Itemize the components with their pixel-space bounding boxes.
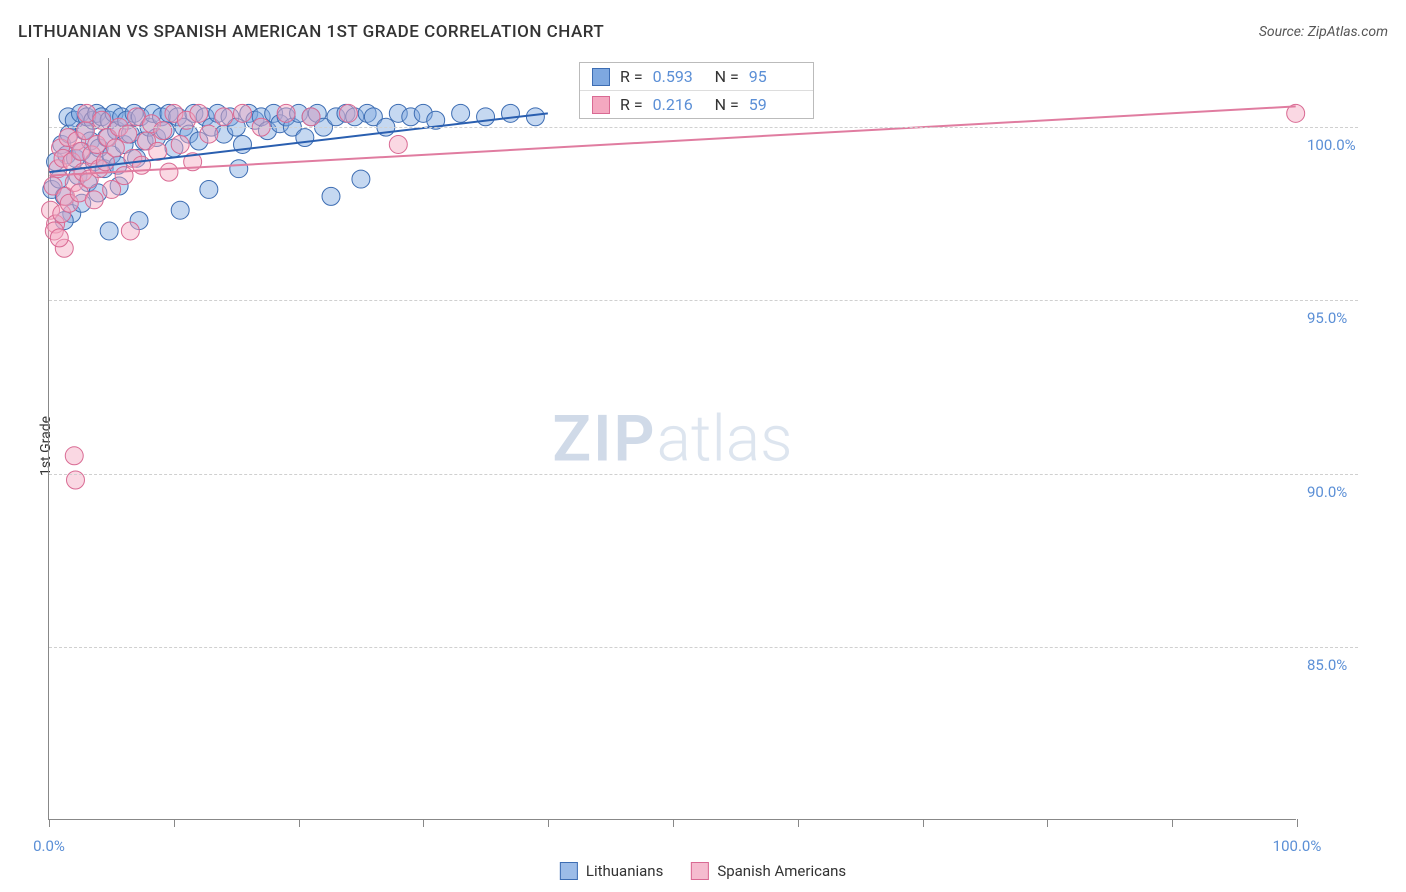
scatter-point [154, 122, 172, 140]
grid-line [49, 474, 1358, 475]
legend-swatch [560, 862, 578, 880]
scatter-point [302, 108, 320, 126]
scatter-point [477, 108, 495, 126]
stat-n-label: N = [715, 67, 739, 86]
plot-area: ZIPatlas R =0.593N =95R =0.216N =59 85.0… [48, 58, 1296, 820]
scatter-point [234, 104, 252, 122]
stats-row: R = 0.216 N = 59 [580, 91, 813, 118]
scatter-point [190, 104, 208, 122]
xtick [673, 819, 674, 827]
scatter-point [50, 229, 68, 247]
xtick [923, 819, 924, 827]
xtick [1047, 819, 1048, 827]
legend-swatch [592, 96, 610, 114]
stats-legend: R = 0.593 N = 95 R = 0.216 N = 59 [579, 62, 814, 119]
scatter-point [526, 108, 544, 126]
scatter-point [200, 180, 218, 198]
legend-swatch [691, 862, 709, 880]
stat-r-value: 0.216 [653, 95, 705, 114]
scatter-point [452, 104, 470, 122]
scatter-point [352, 170, 370, 188]
xtick [49, 819, 50, 827]
scatter-point [322, 187, 340, 205]
scatter-point [230, 160, 248, 178]
scatter-point [85, 191, 103, 209]
stat-n-value: 95 [749, 67, 801, 86]
scatter-point [171, 135, 189, 153]
xtick-label: 0.0% [33, 837, 65, 855]
grid-line [49, 127, 1358, 128]
bottom-legend: Lithuanians Spanish Americans [560, 862, 846, 880]
legend-item: Spanish Americans [691, 862, 846, 880]
scatter-point [121, 222, 139, 240]
legend-label: Lithuanians [586, 862, 663, 880]
xtick [1297, 819, 1298, 827]
grid-line [49, 300, 1358, 301]
xtick-label: 100.0% [1273, 837, 1322, 855]
legend-label: Spanish Americans [717, 862, 846, 880]
source-label: Source: ZipAtlas.com [1259, 24, 1388, 40]
stat-r-label: R = [620, 95, 643, 114]
scatter-point [106, 139, 124, 157]
chart-svg [49, 58, 1296, 819]
xtick [423, 819, 424, 827]
xtick [174, 819, 175, 827]
scatter-point [65, 447, 83, 465]
scatter-point [160, 163, 178, 181]
scatter-point [389, 135, 407, 153]
scatter-point [339, 104, 357, 122]
scatter-point [501, 104, 519, 122]
scatter-point [296, 129, 314, 147]
xtick [798, 819, 799, 827]
scatter-point [215, 108, 233, 126]
scatter-point [115, 167, 133, 185]
scatter-point [103, 180, 121, 198]
scatter-point [277, 104, 295, 122]
stat-r-label: R = [620, 67, 643, 86]
stat-n-value: 59 [749, 95, 801, 114]
xtick [548, 819, 549, 827]
chart-title: LITHUANIAN VS SPANISH AMERICAN 1ST GRADE… [18, 22, 604, 42]
stat-n-label: N = [715, 95, 739, 114]
grid-line [49, 647, 1358, 648]
xtick [1172, 819, 1173, 827]
legend-swatch [592, 68, 610, 86]
stat-r-value: 0.593 [653, 67, 705, 86]
legend-item: Lithuanians [560, 862, 663, 880]
scatter-point [171, 201, 189, 219]
scatter-point [100, 222, 118, 240]
stats-row: R = 0.593 N = 95 [580, 63, 813, 91]
xtick [299, 819, 300, 827]
